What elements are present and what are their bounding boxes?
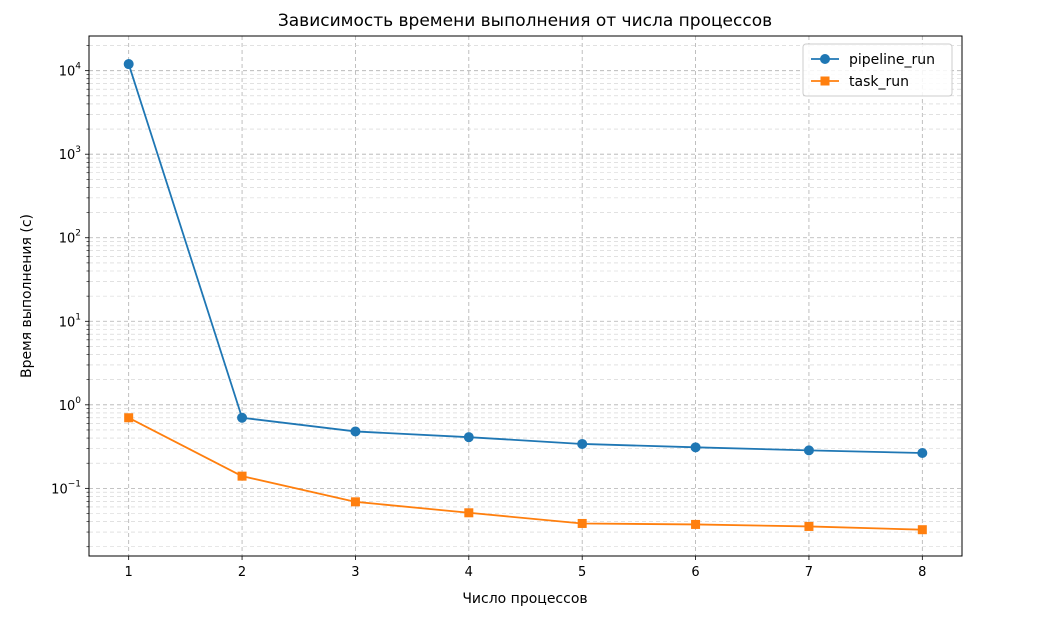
- data-point: [124, 413, 134, 423]
- data-point: [803, 445, 814, 456]
- legend-marker: [820, 54, 830, 64]
- y-tick-label: 100: [59, 396, 82, 414]
- x-tick-label: 8: [918, 565, 926, 580]
- data-point: [350, 497, 360, 507]
- data-point: [237, 412, 248, 423]
- x-tick-label: 6: [691, 565, 699, 580]
- x-axis-label: Число процессов: [462, 591, 587, 607]
- grid: [86, 36, 962, 556]
- legend-label: task_run: [849, 74, 909, 90]
- x-tick-label: 5: [578, 565, 586, 580]
- series-pipeline_run: [123, 59, 928, 459]
- data-point: [123, 59, 134, 70]
- y-axis-label: Время выполнения (с): [19, 214, 35, 378]
- x-tick-label: 4: [465, 565, 473, 580]
- data-point: [464, 508, 474, 518]
- x-tick-label: 7: [805, 565, 813, 580]
- chart-title: Зависимость времени выполнения от числа …: [278, 11, 772, 31]
- series-line: [127, 63, 923, 454]
- legend-item: task_run: [811, 74, 909, 90]
- series-line: [128, 416, 923, 531]
- y-tick-label: 102: [59, 229, 81, 247]
- plot-frame: [88, 35, 963, 557]
- legend-label: pipeline_run: [849, 52, 935, 68]
- legend-box: [802, 43, 953, 97]
- data-point: [577, 438, 588, 449]
- legend: pipeline_run task_run: [802, 43, 953, 97]
- y-axis-ticks: 10−1 100 101 102 103 104: [51, 62, 89, 497]
- data-point: [690, 442, 701, 453]
- data-point: [577, 518, 587, 528]
- data-point: [350, 426, 361, 437]
- x-axis-ticks: 1 2 3 4 5 6 7 8: [125, 556, 926, 580]
- data-point: [917, 448, 928, 459]
- y-tick-label: 104: [59, 62, 82, 80]
- data-point: [463, 432, 474, 443]
- data-point: [917, 525, 927, 535]
- y-tick-label: 10−1: [51, 479, 81, 497]
- x-tick-label: 3: [351, 565, 359, 580]
- data-point: [237, 471, 247, 481]
- series-task_run: [124, 413, 927, 535]
- legend-marker: [820, 76, 830, 86]
- data-point: [804, 521, 814, 531]
- legend-item: pipeline_run: [811, 52, 935, 68]
- y-tick-label: 103: [59, 145, 81, 163]
- x-tick-label: 2: [238, 565, 246, 580]
- data-point: [691, 519, 701, 529]
- x-tick-label: 1: [125, 565, 133, 580]
- series-layer: [123, 59, 928, 535]
- y-tick-label: 101: [59, 312, 81, 330]
